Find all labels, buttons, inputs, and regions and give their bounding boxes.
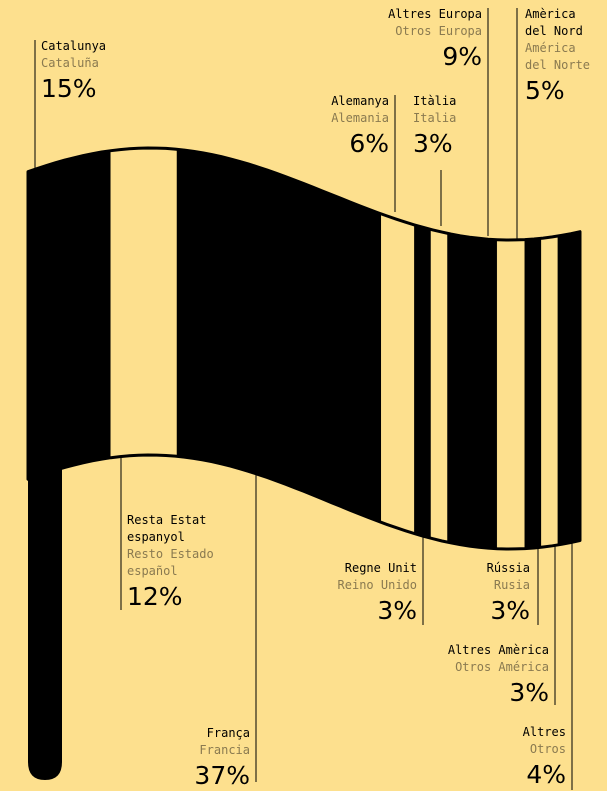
category-name: Rússia — [486, 561, 530, 575]
category-name-es: Otros Europa — [395, 24, 482, 38]
flag-stripe — [381, 213, 415, 534]
value-label: 37% — [194, 761, 250, 790]
flag-stripe — [496, 239, 526, 550]
category-name: Resta Estat espanyol — [127, 513, 207, 544]
category-name: Itàlia — [413, 94, 457, 108]
category-name-es: Reino Unido — [337, 578, 417, 592]
value-label: 5% — [525, 76, 565, 105]
flag-pole — [28, 458, 62, 780]
category-name-es: Otros América — [455, 660, 549, 674]
segment-label: Regne Unit Reino Unido 3% — [338, 560, 417, 626]
segment-label: Rússia Rusia 3% — [487, 560, 530, 626]
category-name-es: América del Norte — [525, 41, 591, 72]
category-name-es: Resto Estado español — [127, 547, 214, 578]
category-name: Catalunya — [41, 39, 107, 53]
value-label: 6% — [349, 129, 389, 158]
segment-label: Catalunya Cataluña 15% — [41, 38, 106, 104]
category-name-es: Francia — [199, 743, 250, 757]
category-name: Altres Europa — [388, 7, 482, 21]
flag-outline — [26, 146, 582, 551]
category-name-es: Cataluña — [41, 56, 99, 70]
flag-stripe — [557, 231, 581, 546]
category-name-es: Italia — [413, 111, 457, 125]
flag-stripe — [524, 238, 542, 549]
value-label: 15% — [41, 74, 97, 103]
category-name: Altres Amèrica — [447, 643, 549, 657]
segment-label: Altres Europa Otros Europa 9% — [388, 6, 482, 72]
segment-label: França Francia 37% — [194, 725, 250, 791]
value-label: 3% — [490, 596, 530, 625]
category-name-es: Rusia — [493, 578, 530, 592]
flag-stripe — [430, 229, 448, 543]
segment-label: Alemanya Alemania 6% — [331, 93, 389, 159]
category-name: Alemanya — [331, 94, 389, 108]
segment-label: Resta Estat espanyol Resto Estado español… — [127, 512, 214, 612]
flag-stripe — [541, 235, 559, 548]
value-label: 12% — [127, 582, 183, 611]
category-name-es: Otros — [529, 742, 566, 756]
flag-stripe — [414, 224, 432, 539]
category-name: Regne Unit — [344, 561, 417, 575]
category-name: França — [206, 726, 250, 740]
value-label: 4% — [526, 760, 566, 789]
value-label: 3% — [509, 678, 549, 707]
value-label: 3% — [377, 596, 417, 625]
value-label: 3% — [413, 129, 453, 158]
flag-stripe — [110, 147, 178, 458]
segment-label: Altres Otros 4% — [523, 724, 566, 790]
segment-label: Amèrica del Nord América del Norte 5% — [525, 6, 590, 106]
category-name: Altres — [522, 725, 566, 739]
flag-stripe — [176, 149, 382, 523]
category-name: Amèrica del Nord — [525, 7, 583, 38]
value-label: 9% — [442, 42, 482, 71]
segment-label: Itàlia Italia 3% — [413, 93, 456, 159]
flag-stripe — [447, 232, 498, 549]
flag-stripe — [27, 150, 112, 480]
segment-label: Altres Amèrica Otros América 3% — [448, 642, 549, 708]
category-name-es: Alemania — [331, 111, 389, 125]
